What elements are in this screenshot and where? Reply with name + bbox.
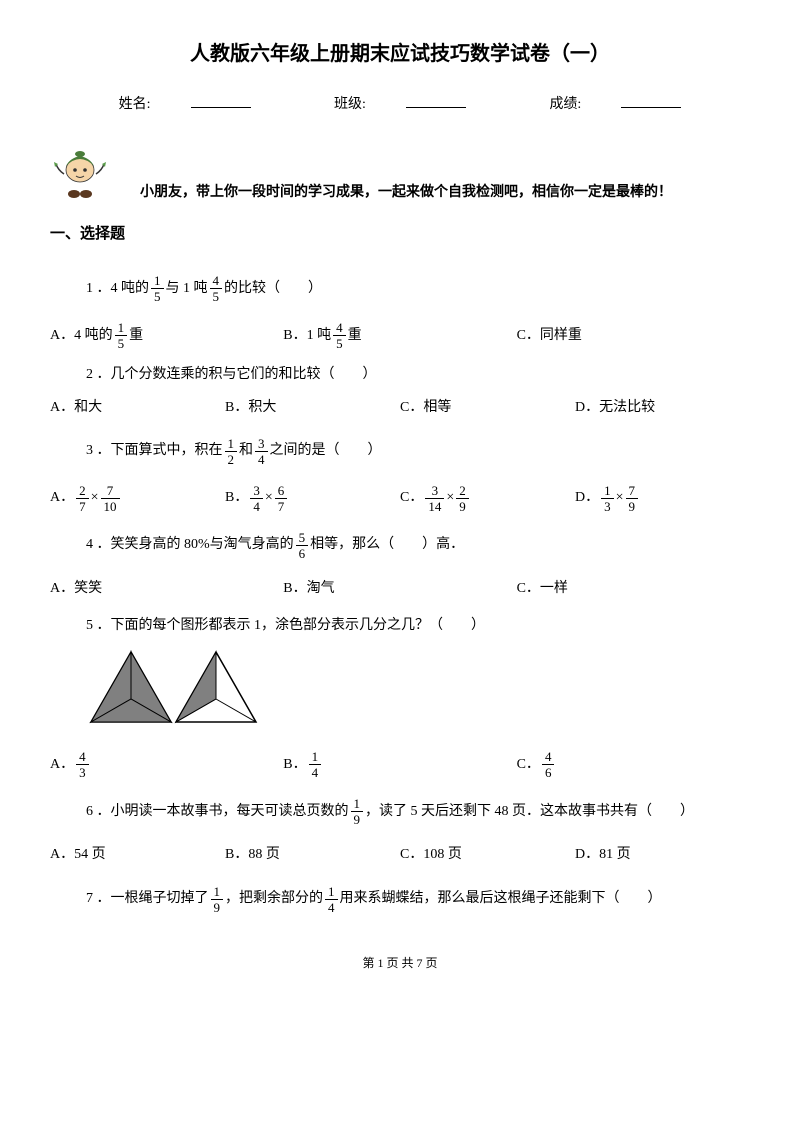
option-b[interactable]: B． 14: [283, 750, 516, 779]
question-7: 7 ．一根绳子切掉了 19 ，把剩余部分的 14 用来系蝴蝶结，那么最后这根绳子…: [50, 885, 662, 914]
question-6: 6 ．小明读一本故事书，每天可读总页数的 19 ，读了 5 天后还剩下 48 页…: [50, 797, 694, 826]
class-blank[interactable]: [406, 94, 466, 108]
question-4: 4 ．笑笑身高的 80%与淘气身高的 56 相等，那么（ ）高．: [50, 531, 464, 560]
encourage-text: 小朋友，带上你一段时间的学习成果，一起来做个自我检测吧，相信你一定是最棒的！: [140, 182, 672, 204]
fraction-icon: 46: [542, 750, 555, 779]
fraction-icon: 15: [115, 321, 128, 350]
fraction-icon: 29: [456, 484, 469, 513]
name-blank[interactable]: [191, 94, 251, 108]
fraction-icon: 45: [333, 321, 346, 350]
option-c[interactable]: C．108 页: [400, 844, 575, 866]
option-b[interactable]: B． 34 × 67: [225, 484, 400, 513]
option-d[interactable]: D．81 页: [575, 844, 750, 866]
option-c[interactable]: C． 314 × 29: [400, 484, 575, 513]
fraction-icon: 19: [211, 885, 224, 914]
question-1-options: A．4 吨的 15 重 B．1 吨 45 重 C．同样重: [50, 321, 750, 350]
fraction-icon: 15: [151, 274, 164, 303]
fraction-icon: 314: [425, 484, 444, 513]
question-4-options: A．笑笑 B．淘气 C．一样: [50, 578, 750, 600]
option-b[interactable]: B．88 页: [225, 844, 400, 866]
option-c[interactable]: C．同样重: [517, 321, 750, 350]
triangle-1-icon: [91, 652, 171, 722]
fraction-icon: 12: [225, 437, 238, 466]
question-5-figure: [86, 647, 750, 740]
question-3: 3 ．下面算式中，积在 12 和 34 之间的是（ ）: [50, 437, 382, 466]
fraction-icon: 710: [101, 484, 120, 513]
fraction-icon: 13: [601, 484, 614, 513]
option-a[interactable]: A．和大: [50, 397, 225, 419]
fraction-icon: 79: [626, 484, 639, 513]
name-label: 姓名:: [99, 97, 271, 112]
fraction-icon: 56: [296, 531, 309, 560]
score-label: 成绩:: [529, 97, 701, 112]
question-5: 5 ．下面的每个图形都表示 1，涂色部分表示几分之几？（ ）: [50, 615, 750, 637]
section-1-header: 一、选择题: [50, 222, 750, 246]
fraction-icon: 67: [275, 484, 288, 513]
option-a[interactable]: A．54 页: [50, 844, 225, 866]
page-footer: 第 1 页 共 7 页: [50, 954, 750, 973]
option-b[interactable]: B．积大: [225, 397, 400, 419]
score-blank[interactable]: [621, 94, 681, 108]
fraction-icon: 34: [250, 484, 263, 513]
option-a[interactable]: A．笑笑: [50, 578, 283, 600]
fraction-icon: 34: [255, 437, 268, 466]
option-a[interactable]: A． 43: [50, 750, 283, 779]
fraction-icon: 19: [351, 797, 364, 826]
option-b[interactable]: B．1 吨 45 重: [283, 321, 516, 350]
fraction-icon: 43: [76, 750, 89, 779]
option-a[interactable]: A． 27 × 710: [50, 484, 225, 513]
option-c[interactable]: C． 46: [517, 750, 750, 779]
option-c[interactable]: C．相等: [400, 397, 575, 419]
question-1: 1 ．4 吨的 15 与 1 吨 45 的比较（ ）: [50, 274, 322, 303]
question-6-options: A．54 页 B．88 页 C．108 页 D．81 页: [50, 844, 750, 866]
student-info-line: 姓名: 班级: 成绩:: [50, 94, 750, 116]
option-a[interactable]: A．4 吨的 15 重: [50, 321, 283, 350]
question-2: 2 ．几个分数连乘的积与它们的和比较（ ）: [50, 364, 750, 386]
mascot-icon: [50, 144, 110, 204]
question-3-options: A． 27 × 710 B． 34 × 67 C． 314 × 29 D． 13…: [50, 484, 750, 513]
question-2-options: A．和大 B．积大 C．相等 D．无法比较: [50, 397, 750, 419]
option-b[interactable]: B．淘气: [283, 578, 516, 600]
triangle-2-icon: [176, 652, 256, 722]
option-d[interactable]: D．无法比较: [575, 397, 750, 419]
fraction-icon: 14: [309, 750, 322, 779]
fraction-icon: 27: [76, 484, 89, 513]
class-label: 班级:: [314, 97, 486, 112]
option-d[interactable]: D． 13 × 79: [575, 484, 750, 513]
option-c[interactable]: C．一样: [517, 578, 750, 600]
fraction-icon: 45: [210, 274, 223, 303]
fraction-icon: 14: [325, 885, 338, 914]
page-title: 人教版六年级上册期末应试技巧数学试卷（一）: [50, 38, 750, 70]
question-5-options: A． 43 B． 14 C． 46: [50, 750, 750, 779]
